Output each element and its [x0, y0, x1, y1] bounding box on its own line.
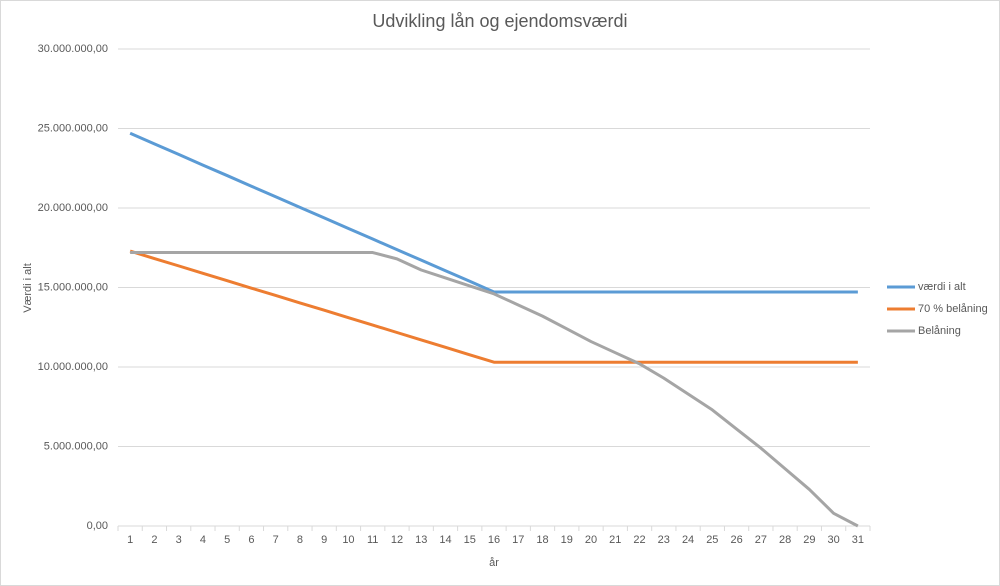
x-tick-label: 18 — [536, 534, 548, 546]
x-tick-label: 3 — [176, 534, 182, 546]
x-tick-label: 21 — [609, 534, 621, 546]
x-tick-label: 20 — [585, 534, 597, 546]
x-tick-label: 4 — [200, 534, 206, 546]
x-tick-label: 11 — [367, 534, 378, 546]
legend-label: 70 % belåning — [918, 303, 988, 315]
x-tick-label: 30 — [827, 534, 839, 546]
x-tick-label: 26 — [730, 534, 742, 546]
x-tick-label: 6 — [248, 534, 254, 546]
x-tick-label: 15 — [464, 534, 476, 546]
y-tick-label: 25.000.000,00 — [38, 122, 108, 134]
x-tick-label: 1 — [127, 534, 133, 546]
x-tick-label: 25 — [706, 534, 718, 546]
x-tick-label: 14 — [439, 534, 451, 546]
x-tick-label: 27 — [755, 534, 767, 546]
x-tick-label: 23 — [658, 534, 670, 546]
y-tick-label: 20.000.000,00 — [38, 202, 108, 214]
x-tick-label: 13 — [415, 534, 427, 546]
y-tick-label: 15.000.000,00 — [38, 281, 108, 293]
x-tick-label: 22 — [633, 534, 645, 546]
x-tick-label: 8 — [297, 534, 303, 546]
x-tick-label: 19 — [561, 534, 573, 546]
series-line — [129, 131, 858, 294]
x-tick-label: 12 — [391, 534, 403, 546]
y-tick-label: 30.000.000,00 — [38, 43, 108, 55]
legend-label: Belåning — [918, 325, 961, 337]
series-line — [130, 251, 859, 528]
x-tick-label: 9 — [321, 534, 327, 546]
x-tick-label: 2 — [151, 534, 157, 546]
legend-label: værdi i alt — [918, 281, 966, 293]
x-tick-label: 31 — [852, 534, 864, 546]
x-tick-label: 24 — [682, 534, 694, 546]
x-tick-label: 7 — [273, 534, 279, 546]
y-axis-label: Værdi i alt — [22, 263, 34, 313]
chart-title: Udvikling lån og ejendomsværdi — [372, 11, 627, 31]
x-tick-label: 29 — [803, 534, 815, 546]
x-axis-label: år — [489, 557, 499, 569]
y-tick-label: 0,00 — [87, 520, 108, 532]
series-line — [129, 249, 858, 364]
y-tick-label: 5.000.000,00 — [44, 440, 108, 452]
x-tick-label: 17 — [512, 534, 524, 546]
x-tick-label: 28 — [779, 534, 791, 546]
x-tick-label: 10 — [342, 534, 354, 546]
y-tick-label: 10.000.000,00 — [38, 361, 108, 373]
x-tick-label: 5 — [224, 534, 230, 546]
x-tick-label: 16 — [488, 534, 500, 546]
